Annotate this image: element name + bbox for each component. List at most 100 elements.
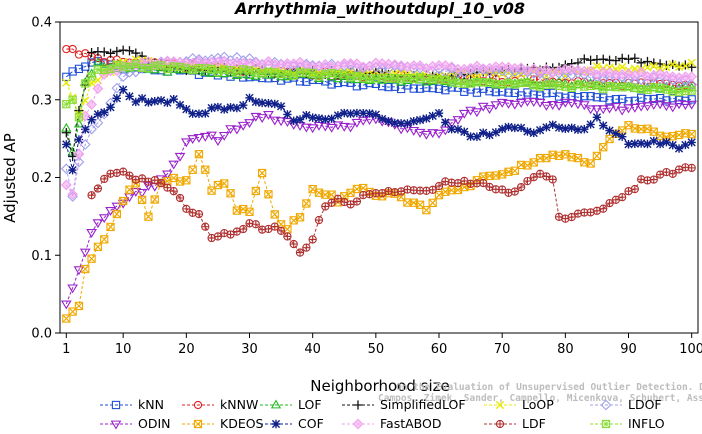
data-point [100,65,109,75]
data-point [674,144,684,153]
data-point [207,233,216,243]
data-point [668,140,677,150]
data-point [592,62,602,71]
data-point [390,73,399,83]
data-point [460,127,469,136]
data-point [604,104,615,114]
data-point [573,80,583,89]
data-point [510,187,519,196]
data-point [87,191,96,200]
data-point [220,105,229,114]
data-point [415,84,425,93]
data-point [175,100,185,110]
data-point [529,173,538,182]
x-tick-label: 20 [178,342,195,357]
axes: 1 10 20 30 40 50 60 70 80 90 100 0.0 0.1 0.2 0.3 0.4 [31,16,702,358]
data-point [194,109,204,118]
data-point [144,98,153,107]
data-point [384,82,393,92]
data-point [428,185,437,194]
data-point [264,99,273,108]
data-point [504,78,513,87]
data-point [573,125,583,134]
legend-item-simplifiedlof: SimplifiedLOF [342,397,466,412]
data-point [516,123,526,133]
data-point [674,62,684,72]
watermark-line-1: On the Evaluation of Unsupervised Outlie… [396,382,702,393]
data-point [441,86,450,95]
data-point [119,167,128,176]
data-point [137,195,147,205]
data-point [346,73,355,82]
data-point [509,100,521,110]
data-point [99,47,109,57]
data-point [68,307,77,316]
data-point [636,93,646,102]
data-point [74,50,84,59]
legend-label: LOF [298,397,322,412]
data-point [319,59,331,70]
data-point [352,418,364,430]
data-point [427,75,438,85]
data-point [86,123,97,135]
data-point [250,112,262,122]
data-point [270,99,279,109]
data-point [188,109,197,118]
legend-label: FastABOD [380,416,442,431]
data-point [599,93,608,102]
data-point [649,136,658,146]
data-point [605,81,614,91]
data-point [654,83,666,93]
data-point [346,109,355,118]
data-point [618,192,627,202]
data-point [61,128,71,138]
data-point [422,83,431,92]
data-point [73,156,85,168]
data-point [523,88,532,97]
data-point [598,54,608,64]
x-tick-label: 30 [241,342,258,357]
data-point [617,53,627,64]
data-point [687,163,696,173]
data-point [73,148,85,160]
data-point [352,72,362,81]
legend-label: KDEOS [220,416,264,431]
series-line [65,100,692,305]
legend-item-ldof: LDOF [590,397,662,412]
data-point [390,118,399,128]
data-point [345,123,356,133]
data-point [409,84,418,93]
data-point [472,132,482,141]
data-point [503,68,514,80]
data-point [642,102,653,112]
data-point [600,399,612,411]
data-point [599,121,608,130]
data-point [201,64,210,73]
x-tick-label: 40 [304,342,321,357]
data-point [427,129,439,139]
data-point [384,74,393,83]
data-point [597,105,609,115]
data-point [592,113,602,122]
data-point [535,169,545,178]
data-point [175,193,185,203]
data-point [395,60,407,71]
data-point [327,190,336,199]
data-point [137,174,147,183]
data-point [131,48,141,58]
data-point [81,79,90,88]
data-point [439,126,451,136]
data-point [93,184,103,193]
data-point [523,176,532,186]
data-point [611,129,621,138]
x-tick-label: 60 [431,342,448,357]
data-point [396,74,406,84]
data-point [498,80,507,89]
data-point [655,139,665,149]
data-point [662,137,671,147]
data-point [302,111,311,120]
data-point [118,85,128,94]
data-point [169,187,178,196]
data-point [630,83,639,92]
